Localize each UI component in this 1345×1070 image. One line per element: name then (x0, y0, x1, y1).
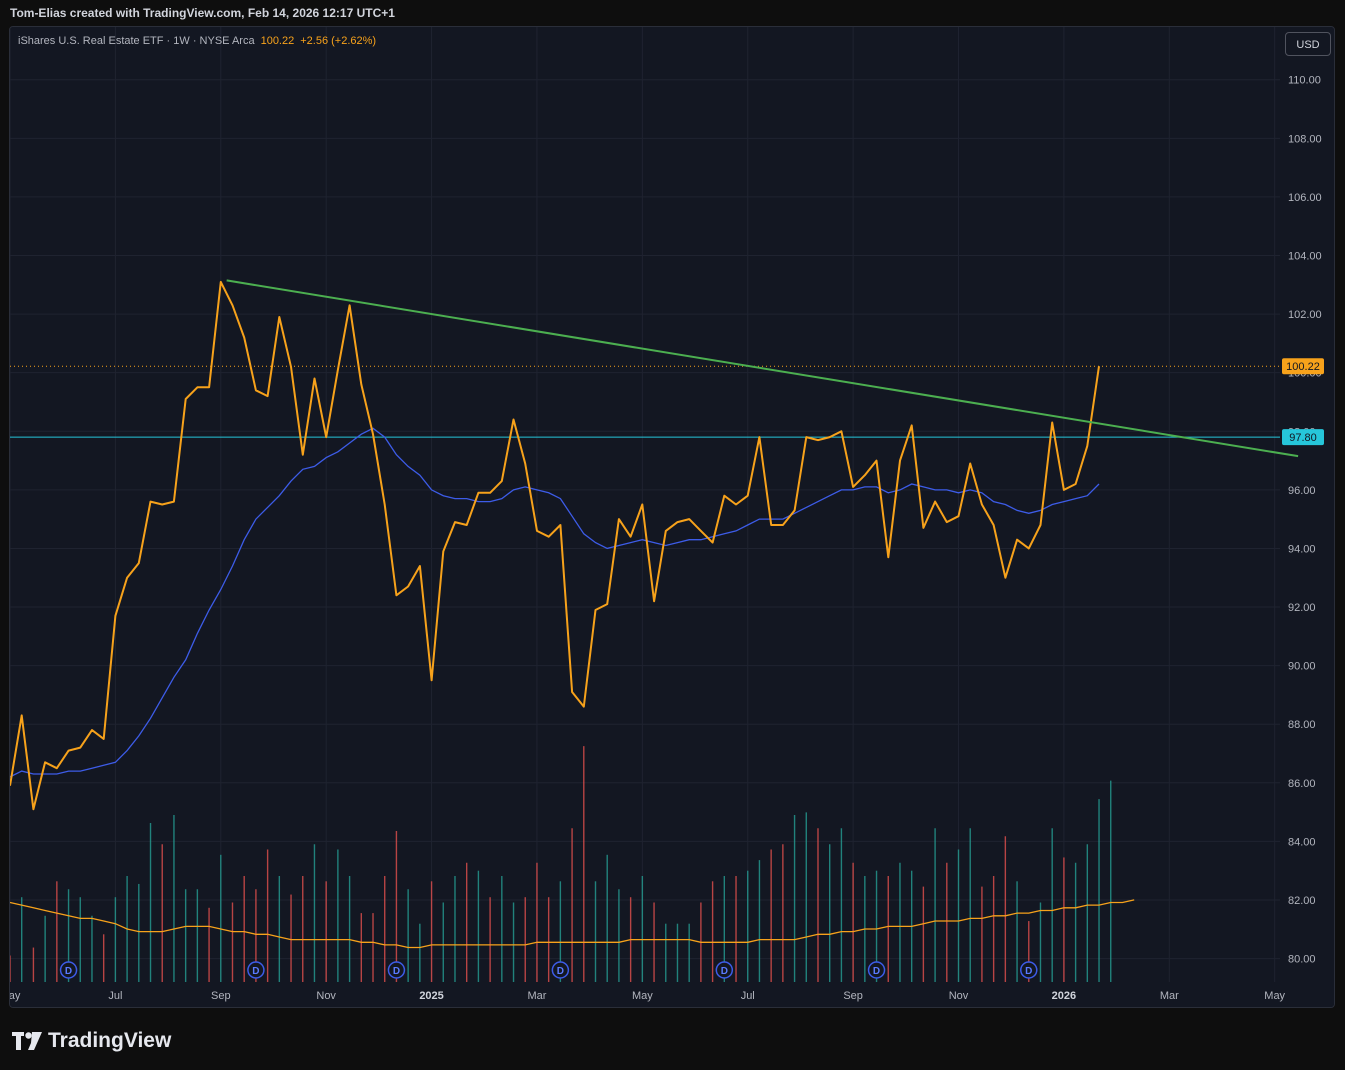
dividend-marker-label: D (1025, 966, 1032, 977)
brand-name: TradingView (48, 1029, 172, 1052)
y-tick-label: 104.00 (1288, 250, 1322, 262)
tradingview-logo-icon (12, 1032, 42, 1050)
dividend-marker (59, 961, 78, 979)
level-price-badge-bg (1282, 429, 1324, 446)
price-chart[interactable]: 110.00108.00106.00104.00102.00100.0098.0… (10, 27, 1335, 1008)
x-tick-label: May (10, 990, 21, 1002)
volume-ma-line (10, 899, 1135, 949)
chart-legend: iShares U.S. Real Estate ETF · 1W · NYSE… (18, 35, 376, 47)
x-tick-label: 2025 (419, 990, 443, 1002)
y-tick-label: 88.00 (1288, 719, 1316, 731)
y-tick-label: 106.00 (1288, 192, 1322, 204)
last-price-value: 100.22 (260, 35, 295, 47)
dividend-marker-label: D (65, 966, 72, 977)
y-tick-label: 86.00 (1288, 778, 1316, 790)
x-tick-label: May (1264, 990, 1285, 1002)
chart-frame[interactable]: 110.00108.00106.00104.00102.00100.0098.0… (9, 26, 1335, 1008)
x-tick-label: Jul (741, 990, 755, 1002)
x-tick-label: Sep (211, 990, 231, 1002)
y-tick-label: 94.00 (1288, 543, 1316, 555)
y-tick-label: 82.00 (1288, 895, 1316, 907)
chart-background (10, 27, 1334, 1007)
x-tick-label: 2026 (1052, 990, 1076, 1002)
x-tick-label: May (632, 990, 653, 1002)
y-tick-label: 110.00 (1288, 75, 1321, 87)
dividend-marker (247, 961, 265, 979)
y-tick-label: 96.00 (1288, 485, 1316, 497)
y-tick-label: 80.00 (1288, 954, 1316, 966)
y-tick-label: 108.00 (1288, 133, 1322, 145)
y-tick-label: 92.00 (1288, 602, 1316, 614)
last-price-badge: 100.22 (1286, 361, 1320, 373)
x-tick-label: Nov (949, 990, 969, 1002)
tradingview-brand: TradingView (12, 1029, 171, 1053)
level-price-badge: 97.80 (1289, 432, 1317, 444)
dividend-marker-label: D (721, 966, 728, 977)
dividend-marker (715, 961, 734, 979)
price-change-value: +2.56 (+2.62%) (300, 35, 377, 47)
currency-button[interactable]: USD (1285, 32, 1331, 56)
x-tick-label: Mar (527, 990, 546, 1002)
dividend-marker (867, 961, 886, 979)
y-tick-label: 90.00 (1288, 661, 1316, 673)
dividend-marker-label: D (252, 966, 259, 977)
dividend-marker-label: D (873, 966, 880, 977)
dividend-marker-label: D (393, 966, 400, 977)
price-line (10, 280, 1100, 811)
dividend-marker (551, 961, 570, 979)
symbol-description: iShares U.S. Real Estate ETF · 1W · NYSE… (18, 35, 255, 47)
x-tick-label: Jul (108, 990, 122, 1002)
x-tick-label: Sep (843, 990, 863, 1002)
dividend-marker (387, 961, 406, 979)
last-price-badge-bg (1282, 358, 1324, 375)
dividend-marker (1020, 961, 1038, 979)
trendline (226, 279, 1299, 458)
y-tick-label: 102.00 (1288, 309, 1322, 321)
dividend-marker-label: D (557, 966, 564, 977)
x-tick-label: Mar (1160, 990, 1179, 1002)
x-tick-label: Nov (316, 990, 336, 1002)
y-tick-label: 84.00 (1288, 836, 1316, 848)
chart-credit: Tom-Elias created with TradingView.com, … (10, 6, 395, 20)
